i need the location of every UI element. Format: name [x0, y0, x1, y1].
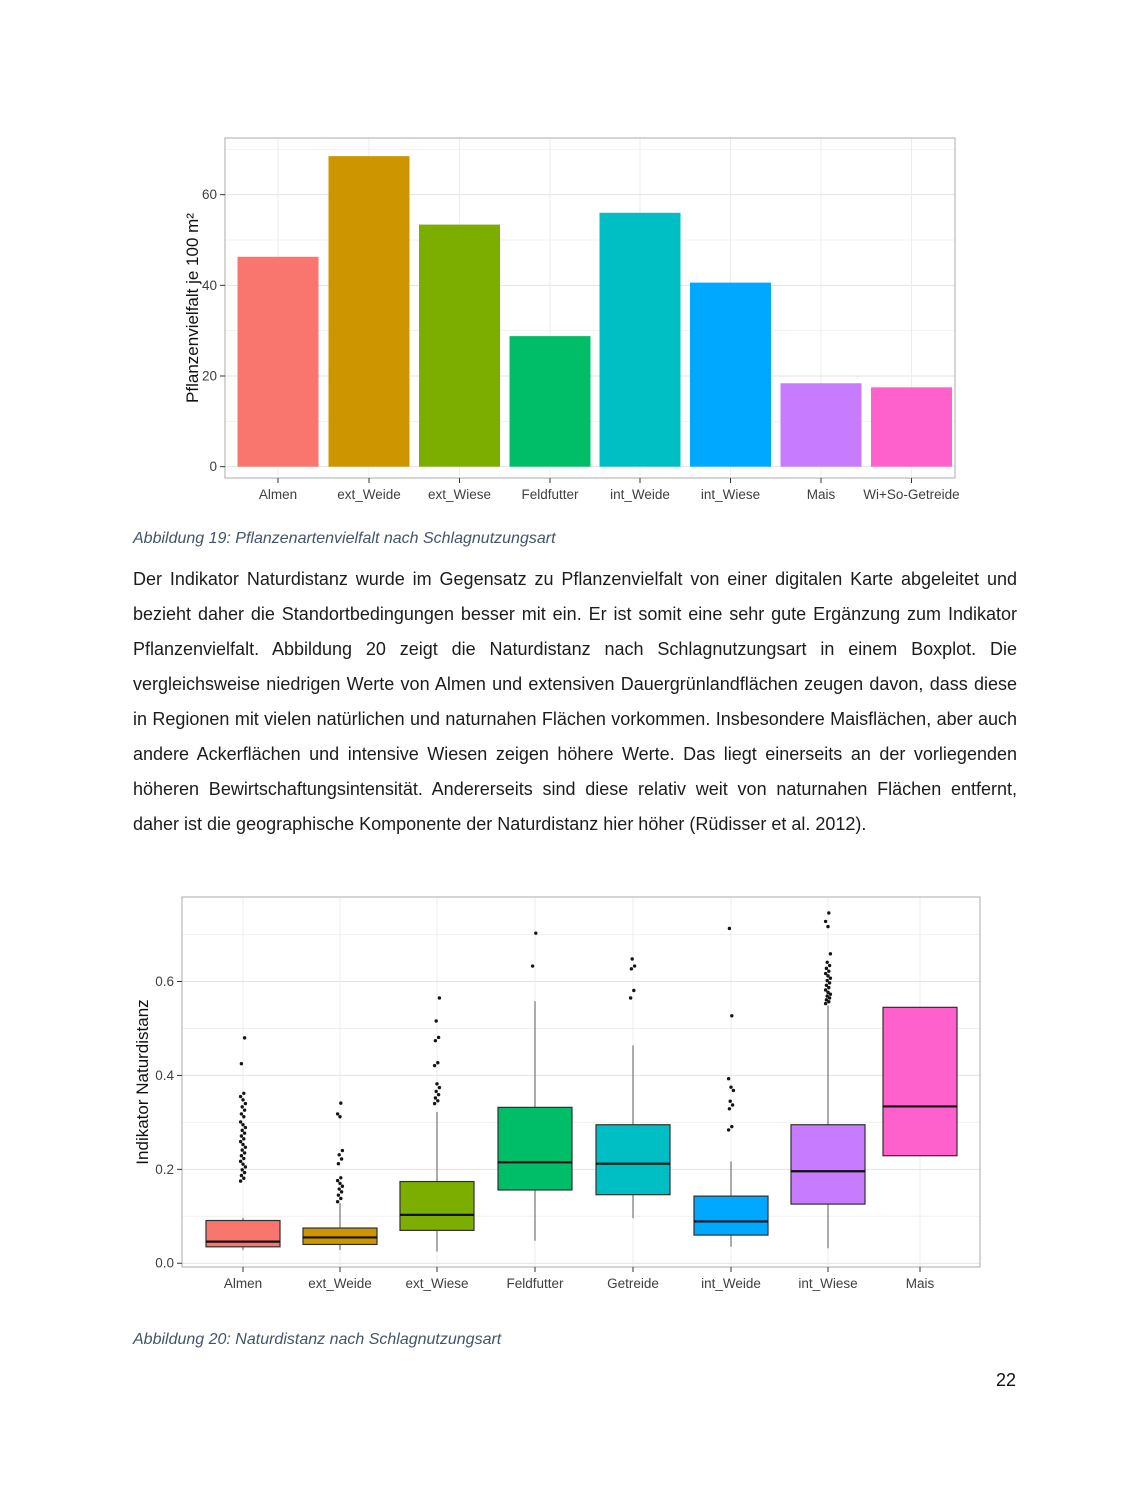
svg-text:0.0: 0.0	[155, 1256, 174, 1271]
svg-text:int_Weide: int_Weide	[610, 487, 670, 502]
page-number: 22	[995, 1370, 1016, 1390]
svg-text:Feldfutter: Feldfutter	[521, 487, 579, 502]
svg-text:ext_Wiese: ext_Wiese	[428, 487, 491, 502]
svg-text:Feldfutter: Feldfutter	[506, 1276, 564, 1291]
svg-text:ext_Weide: ext_Weide	[308, 1276, 372, 1291]
svg-text:ext_Wiese: ext_Wiese	[405, 1276, 468, 1291]
figure-20-caption: Abbildung 20: Naturdistanz nach Schlagnu…	[133, 1331, 502, 1348]
figure-19-caption: Abbildung 19: Pflanzenartenvielfalt nach…	[133, 530, 556, 547]
svg-text:Almen: Almen	[259, 487, 297, 502]
svg-text:0.4: 0.4	[155, 1068, 174, 1083]
svg-text:Wi+So-Getreide: Wi+So-Getreide	[863, 487, 959, 502]
svg-text:0: 0	[209, 459, 217, 474]
body-paragraph: Der Indikator Naturdistanz wurde im Gege…	[133, 569, 1017, 834]
svg-text:int_Weide: int_Weide	[701, 1276, 761, 1291]
svg-text:Getreide: Getreide	[607, 1276, 659, 1291]
svg-text:Mais: Mais	[906, 1276, 935, 1291]
svg-text:ext_Weide: ext_Weide	[337, 487, 401, 502]
boxplot-naturdistanz: 0.0 0.2 0.4 0.6 Almen ext_Weide ext_Wiese Feldf…	[133, 896, 981, 1291]
svg-text:0.6: 0.6	[155, 974, 174, 989]
svg-text:0.2: 0.2	[155, 1162, 174, 1177]
svg-text:Almen: Almen	[224, 1276, 262, 1291]
svg-text:20: 20	[202, 368, 217, 383]
svg-text:Indikator Naturdistanz: Indikator Naturdistanz	[133, 999, 152, 1164]
svg-text:Pflanzenvielfalt je 100 m²: Pflanzenvielfalt je 100 m²	[183, 213, 202, 403]
svg-text:60: 60	[202, 187, 217, 202]
bar-chart-pflanzenvielfalt: 0 20 40 60 Almen ext_Weide ext_Wiese Feldfutter…	[183, 137, 960, 502]
svg-text:40: 40	[202, 278, 217, 293]
svg-text:int_Wiese: int_Wiese	[798, 1276, 857, 1291]
svg-text:int_Wiese: int_Wiese	[701, 487, 760, 502]
svg-text:Mais: Mais	[807, 487, 836, 502]
